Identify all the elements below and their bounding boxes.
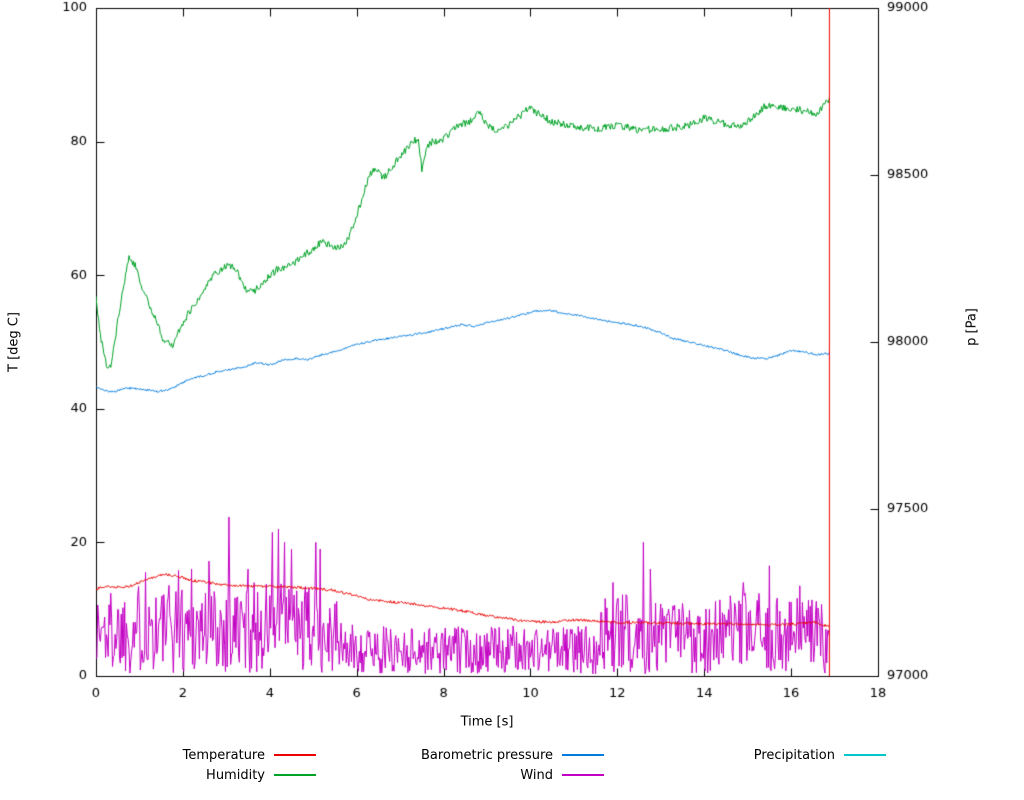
legend-line-humidity (274, 774, 316, 776)
legend-label-barometric-pressure: Barometric pressure (420, 747, 553, 763)
legend-line-barometric-pressure (562, 754, 604, 756)
y-axis-title: T [deg C] (6, 312, 22, 372)
y2-axis-title: p [Pa] (964, 308, 980, 346)
legend-label-precipitation: Precipitation (753, 747, 835, 763)
legend-item-wind: Wind (353, 767, 604, 783)
legend-item-precipitation: Precipitation (635, 747, 886, 763)
legend-label-temperature: Temperature (182, 747, 265, 763)
legend-item-humidity: Humidity (65, 767, 316, 783)
legend-label-humidity: Humidity (206, 767, 265, 783)
legend-line-wind (562, 774, 604, 776)
x-axis-title: Time [s] (460, 714, 514, 730)
legend-label-wind: Wind (520, 767, 553, 783)
legend-item-barometric-pressure: Barometric pressure (353, 747, 604, 763)
legend-line-temperature (274, 754, 316, 756)
legend-item-temperature: Temperature (65, 747, 316, 763)
legend-line-precipitation (844, 754, 886, 756)
